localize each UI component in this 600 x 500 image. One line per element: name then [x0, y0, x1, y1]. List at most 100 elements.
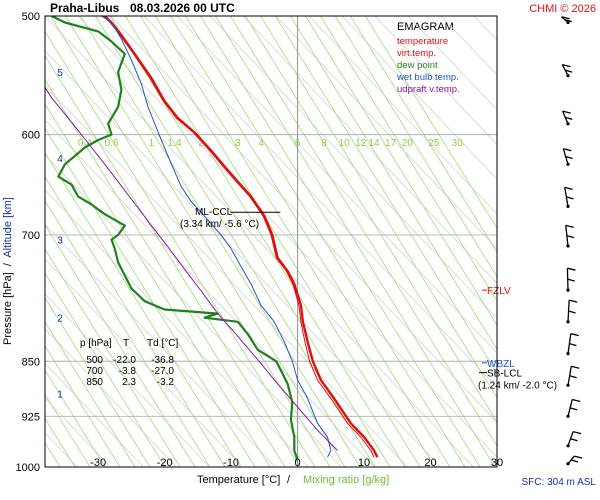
- wind-barb-flag: [564, 69, 573, 73]
- dry-adiabat-line: [45, 154, 342, 467]
- y-axis-label-altitude: Altitude [km]: [2, 197, 14, 258]
- wind-barb: [562, 148, 573, 166]
- mixing-ratio-line: [45, 369, 106, 467]
- wind-barb-flag: [570, 459, 579, 463]
- wind-barb: [566, 431, 582, 448]
- mixing-ratio-line: [184, 16, 466, 467]
- dry-adiabat-line: [440, 16, 497, 76]
- dry-adiabats: [45, 16, 600, 467]
- dry-adiabat-line: [77, 16, 497, 458]
- wind-barb-point: [566, 122, 570, 126]
- dry-adiabat-line: [341, 16, 497, 180]
- mixing-ratio-label: 0.4: [78, 138, 92, 149]
- wind-barb: [565, 224, 575, 248]
- chart-title: EMAGRAM: [397, 21, 454, 33]
- wind-barb-point: [566, 320, 570, 324]
- wind-barb-flag: [562, 110, 571, 114]
- table-cell: -22.0: [113, 355, 136, 366]
- x-tick-label: 10: [358, 457, 370, 469]
- annotation-ml-ccl-label: ML-CCL: [195, 207, 233, 218]
- mixing-ratio-line: [214, 16, 496, 467]
- wind-barb: [561, 63, 573, 78]
- table-header: Td [°C]: [147, 338, 178, 349]
- dry-adiabat-line: [45, 258, 243, 467]
- table-cell: 2.3: [122, 377, 136, 388]
- series-line-udpraft-v-temp: [45, 87, 338, 451]
- table-cell: -3.2: [157, 377, 175, 388]
- series-group: [45, 16, 379, 461]
- wind-barb-flag: [572, 431, 582, 435]
- dry-adiabat-line: [45, 223, 276, 467]
- plot-frame: [44, 15, 498, 468]
- x-axis-label-2: Mixing ratio [g/kg]: [303, 474, 389, 486]
- wind-barb-point: [566, 20, 570, 25]
- credit-label: CHMI © 2026: [529, 3, 596, 15]
- altitude-tick-label: 2: [57, 314, 63, 325]
- table-cell: -3.8: [119, 366, 137, 377]
- mixing-ratio-label: 10: [339, 138, 351, 149]
- table-cell: -36.8: [151, 355, 174, 366]
- wind-barb-flag: [574, 455, 583, 459]
- dry-adiabat-line: [242, 16, 497, 284]
- table-cell: 700: [86, 366, 103, 377]
- series-layer: [45, 16, 379, 461]
- datetime-title: 08.03.2026 00 UTC: [130, 1, 235, 15]
- wind-barb-shaft: [564, 187, 569, 207]
- wind-barb-point: [566, 383, 570, 387]
- dry-adiabat-line: [45, 84, 408, 467]
- altitude-tick-label: 5: [57, 68, 63, 79]
- mixing-ratio-line: [45, 296, 151, 467]
- mixing-ratio-line: [94, 16, 376, 467]
- mixing-ratio-label: 3: [235, 138, 241, 149]
- wind-barb-flag: [568, 310, 576, 314]
- mixing-ratio-line: [319, 16, 497, 302]
- y-tick-label: 1000: [16, 462, 40, 474]
- y-axis-label-pressure: Pressure [hPa]: [2, 272, 14, 345]
- wind-barb-point: [566, 162, 570, 166]
- wind-barb-flag: [569, 343, 577, 347]
- wind-barb-flag: [571, 365, 580, 369]
- legend-item-dew: dew point: [397, 60, 438, 71]
- mixing-ratio-line: [169, 16, 451, 467]
- x-tick-label: 20: [424, 457, 436, 469]
- mixing-ratio-label: 14: [368, 138, 380, 149]
- y-tick-label: 850: [22, 356, 40, 368]
- wind-barb: [566, 299, 578, 324]
- mixing-ratio-line: [124, 16, 406, 467]
- wind-barb-point: [566, 352, 570, 356]
- mixing-ratio-line: [109, 16, 391, 467]
- dry-adiabat-line: [45, 189, 309, 467]
- dry-adiabat-line: [176, 16, 497, 354]
- wind-barb-point: [566, 444, 570, 448]
- legend-item-updraft: udpraft v.temp.: [397, 84, 460, 95]
- legend-item-wet: wet bulb temp.: [396, 72, 459, 83]
- mixing-ratio-line: [45, 272, 166, 467]
- dry-adiabat-line: [573, 16, 600, 467]
- mixing-ratio-line: [45, 151, 241, 467]
- dry-adiabat-line: [374, 16, 497, 146]
- mixing-ratio-line: [199, 16, 481, 467]
- wind-barb-flag: [564, 186, 573, 190]
- legend-item-temperature: temperature: [397, 36, 448, 47]
- wind-barb: [566, 365, 580, 387]
- y-tick-label: 600: [22, 130, 40, 142]
- mixing-ratio-line: [334, 16, 497, 278]
- wind-barb-flag: [566, 235, 575, 239]
- mixing-ratio-line: [45, 248, 181, 467]
- wind-barb-point: [566, 244, 570, 248]
- dry-adiabat-line: [143, 16, 497, 389]
- mixing-ratio-line: [45, 345, 121, 467]
- station-title: Praha-Libus: [50, 1, 120, 15]
- wind-barb-flag: [569, 375, 577, 379]
- series-line-virt-temp: [103, 16, 375, 458]
- sfc-label: SFC: 304 m ASL: [522, 477, 597, 488]
- wind-barbs: [561, 16, 583, 467]
- wind-barb-point: [566, 204, 570, 208]
- x-tick-label: 0: [295, 457, 301, 469]
- mixing-ratio-line: [304, 16, 497, 326]
- wind-barb-point: [566, 414, 570, 418]
- dry-adiabat-line: [209, 16, 497, 319]
- wind-barb-flag: [567, 278, 575, 282]
